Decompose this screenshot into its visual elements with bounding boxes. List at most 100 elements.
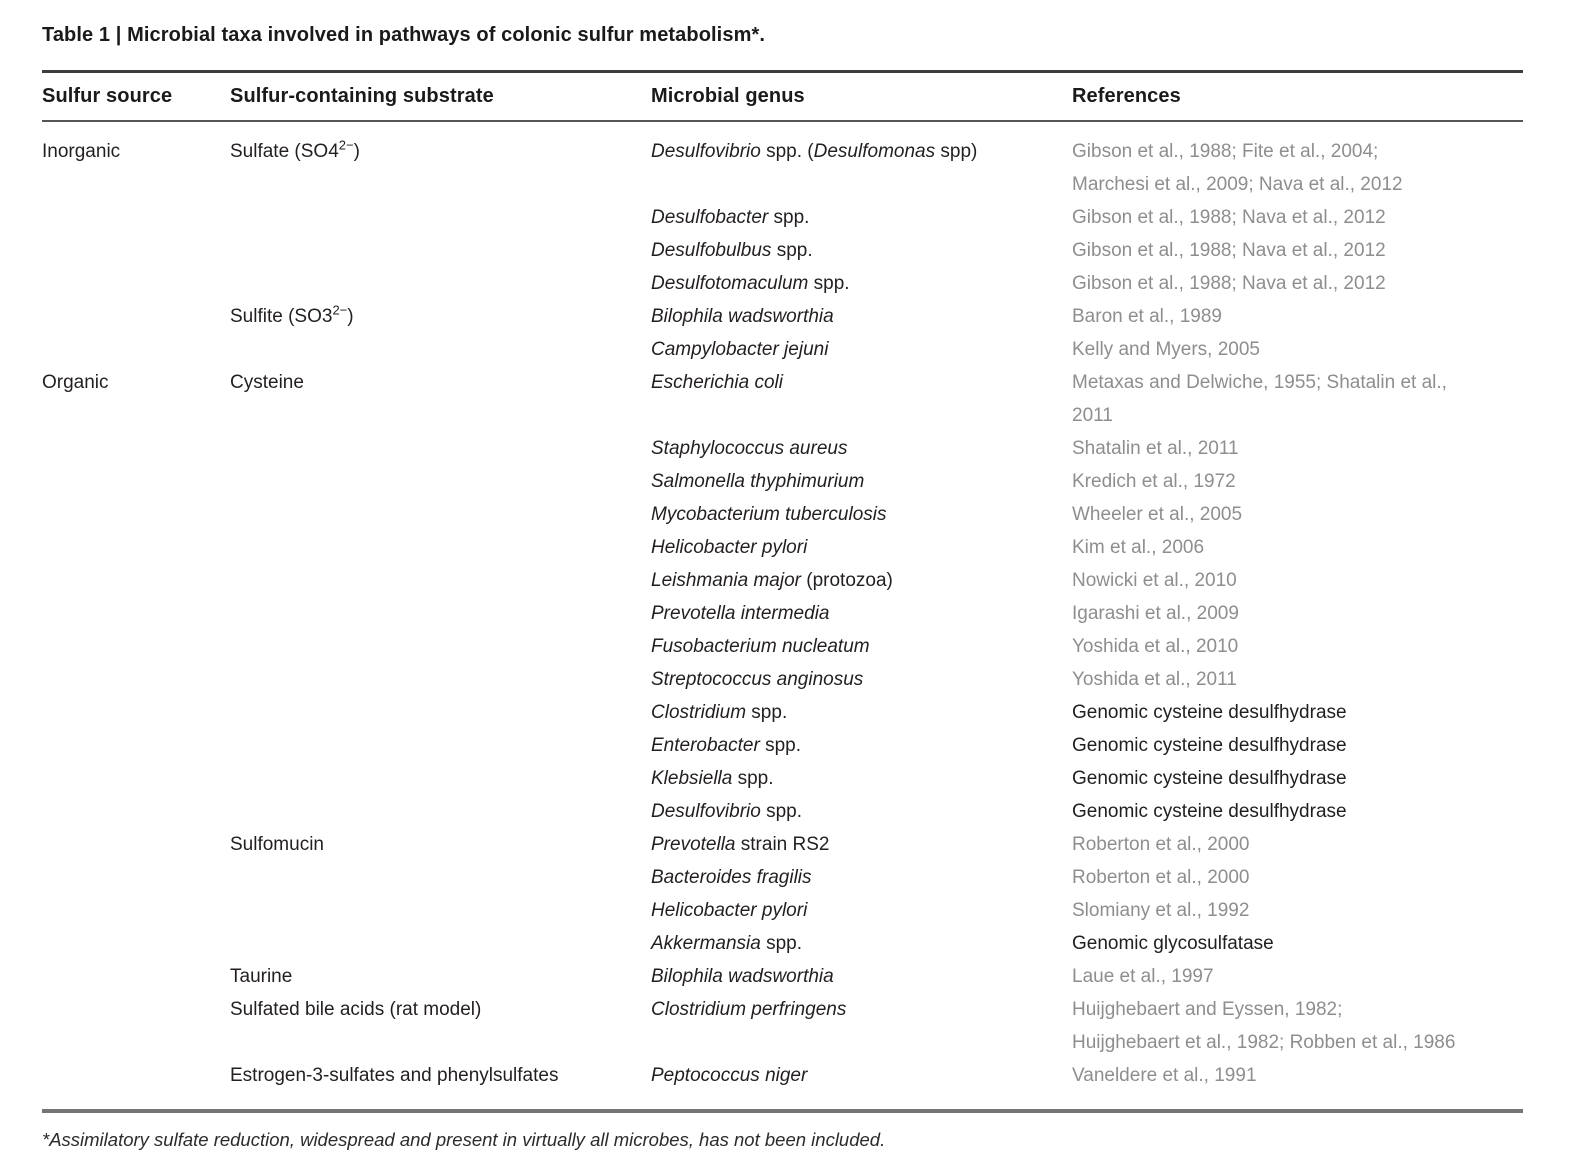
text-segment: spp. xyxy=(760,801,803,822)
substrate-cell: Sulfated bile acids (rat model) xyxy=(230,993,651,1026)
reference-cell: Genomic cysteine desulfhydrase xyxy=(1072,801,1347,822)
top-rule xyxy=(42,70,1523,73)
table-row: Enterobacter spp. Genomic cysteine desul… xyxy=(42,729,1523,762)
microbial-genus-cell: Leishmania major (protozoa) xyxy=(651,564,1072,597)
text-segment: spp. xyxy=(732,768,774,789)
text-segment: Sulfomucin xyxy=(230,834,324,855)
microbial-genus-cell: Helicobacter pylori xyxy=(651,894,1072,927)
table-row: Inorganic Sulfate (SO42−) Desulfovibrio … xyxy=(42,135,1523,201)
microbial-genus-cell: Prevotella strain RS2 xyxy=(651,828,1072,861)
table-row: Helicobacter pylori Slomiany et al., 199… xyxy=(42,894,1523,927)
table-row: Sulfite (SO32−) Bilophila wadsworthia Ba… xyxy=(42,300,1523,333)
reference-cell: Shatalin et al., 2011 xyxy=(1072,438,1239,459)
microbial-genus-cell: Bilophila wadsworthia xyxy=(651,960,1072,993)
microbial-genus-cell: Escherichia coli xyxy=(651,366,1072,399)
microbial-genus-cell: Desulfobulbus spp. xyxy=(651,234,1072,267)
microbial-genus-cell: Desulfovibrio spp. (Desulfomonas spp) xyxy=(651,135,1072,168)
italic-text-segment: Klebsiella xyxy=(651,768,733,789)
reference-cell: Baron et al., 1989 xyxy=(1072,306,1222,327)
microbial-genus-cell: Enterobacter spp. xyxy=(651,729,1072,762)
reference-cell: Vaneldere et al., 1991 xyxy=(1072,1065,1257,1086)
italic-text-segment: Bilophila wadsworthia xyxy=(651,306,834,327)
microbial-genus-cell: Mycobacterium tuberculosis xyxy=(651,498,1072,531)
text-segment: spp. xyxy=(759,735,801,756)
table-row: Estrogen-3-sulfates and phenylsulfates P… xyxy=(42,1059,1523,1092)
reference-cell: Genomic cysteine desulfhydrase xyxy=(1072,768,1347,789)
text-segment: spp. xyxy=(760,933,803,954)
reference-cell: Nowicki et al., 2010 xyxy=(1072,570,1237,591)
microbial-genus-cell: Desulfobacter spp. xyxy=(651,201,1072,234)
column-header-substrate: Sulfur-containing substrate xyxy=(230,85,494,107)
reference-cell: Laue et al., 1997 xyxy=(1072,966,1214,987)
reference-cell: Gibson et al., 1988; Nava et al., 2012 xyxy=(1072,240,1386,261)
substrate-cell: Sulfate (SO42−) xyxy=(230,135,651,168)
microbial-genus-cell: Bacteroides fragilis xyxy=(651,861,1072,894)
microbial-genus-cell: Campylobacter jejuni xyxy=(651,333,1072,366)
column-header-references: References xyxy=(1072,85,1181,107)
table-row: Desulfotomaculum spp. Gibson et al., 198… xyxy=(42,267,1523,300)
table-row: Campylobacter jejuni Kelly and Myers, 20… xyxy=(42,333,1523,366)
substrate-cell: Estrogen-3-sulfates and phenylsulfates xyxy=(230,1059,651,1092)
text-segment: spp. ( xyxy=(760,141,814,162)
sulfur-source-cell: Inorganic xyxy=(42,141,121,162)
microbial-genus-cell: Clostridium spp. xyxy=(651,696,1072,729)
superscript-segment: 2− xyxy=(332,302,348,318)
italic-text-segment: Streptococcus anginosus xyxy=(651,669,864,690)
reference-cell: Roberton et al., 2000 xyxy=(1072,834,1250,855)
table-row: Organic Cysteine Escherichia coli Metaxa… xyxy=(42,366,1523,432)
table-row: Salmonella thyphimurium Kredich et al., … xyxy=(42,465,1523,498)
reference-cell: Gibson et al., 1988; Nava et al., 2012 xyxy=(1072,273,1386,294)
reference-cell: Yoshida et al., 2010 xyxy=(1072,636,1239,657)
italic-text-segment: Desulfobulbus xyxy=(651,240,772,261)
column-header-microbial-genus: Microbial genus xyxy=(651,85,805,107)
italic-text-segment: Bilophila wadsworthia xyxy=(651,966,834,987)
reference-cell: Kim et al., 2006 xyxy=(1072,537,1205,558)
table-row: Akkermansia spp. Genomic glycosulfatase xyxy=(42,927,1523,960)
text-segment: spp. xyxy=(768,207,810,228)
italic-text-segment: Campylobacter jejuni xyxy=(651,339,829,360)
italic-text-segment: Desulfovibrio xyxy=(651,801,761,822)
text-segment: ) xyxy=(353,141,360,162)
text-segment: (protozoa) xyxy=(800,570,893,591)
table-row: Streptococcus anginosus Yoshida et al., … xyxy=(42,663,1523,696)
italic-text-segment: Leishmania major xyxy=(651,570,801,591)
text-segment: spp. xyxy=(808,273,850,294)
text-segment: Sulfite (SO3 xyxy=(230,306,333,327)
text-segment: strain RS2 xyxy=(735,834,830,855)
microbial-genus-cell: Peptococcus niger xyxy=(651,1059,1072,1092)
text-segment: spp. xyxy=(771,240,813,261)
reference-cell: Kredich et al., 1972 xyxy=(1072,471,1236,492)
italic-text-segment: Salmonella thyphimurium xyxy=(651,471,865,492)
italic-text-segment: Escherichia coli xyxy=(651,372,783,393)
text-segment: Sulfate (SO4 xyxy=(230,141,339,162)
reference-cell: Genomic cysteine desulfhydrase xyxy=(1072,702,1347,723)
text-segment: Estrogen-3-sulfates and phenylsulfates xyxy=(230,1065,559,1086)
text-segment: Taurine xyxy=(230,966,293,987)
table-row: Fusobacterium nucleatum Yoshida et al., … xyxy=(42,630,1523,663)
reference-cell: Kelly and Myers, 2005 xyxy=(1072,339,1260,360)
table-row: Mycobacterium tuberculosis Wheeler et al… xyxy=(42,498,1523,531)
microbial-genus-cell: Klebsiella spp. xyxy=(651,762,1072,795)
italic-text-segment: Helicobacter pylori xyxy=(651,537,808,558)
italic-text-segment: Enterobacter xyxy=(651,735,760,756)
italic-text-segment: Peptococcus niger xyxy=(651,1065,808,1086)
italic-text-segment: Desulfomonas xyxy=(813,141,936,162)
italic-text-segment: Clostridium xyxy=(651,702,747,723)
table-row: Sulfated bile acids (rat model) Clostrid… xyxy=(42,993,1523,1059)
italic-text-segment: Fusobacterium nucleatum xyxy=(651,636,870,657)
reference-cell: Gibson et al., 1988; Nava et al., 2012 xyxy=(1072,207,1386,228)
reference-cell: Gibson et al., 1988; Fite et al., 2004; … xyxy=(1072,141,1403,195)
italic-text-segment: Clostridium perfringens xyxy=(651,999,847,1020)
reference-cell: Genomic glycosulfatase xyxy=(1072,933,1274,954)
table-row: Clostridium spp. Genomic cysteine desulf… xyxy=(42,696,1523,729)
italic-text-segment: Bacteroides fragilis xyxy=(651,867,812,888)
table-row: Desulfobulbus spp. Gibson et al., 1988; … xyxy=(42,234,1523,267)
reference-cell: Wheeler et al., 2005 xyxy=(1072,504,1243,525)
table-body: Inorganic Sulfate (SO42−) Desulfovibrio … xyxy=(42,122,1523,1109)
italic-text-segment: Prevotella xyxy=(651,834,736,855)
italic-text-segment: Staphylococcus aureus xyxy=(651,438,848,459)
table-footnote: *Assimilatory sulfate reduction, widespr… xyxy=(42,1129,886,1150)
text-segment: Cysteine xyxy=(230,372,304,393)
microbial-genus-cell: Helicobacter pylori xyxy=(651,531,1072,564)
table-row: Bacteroides fragilis Roberton et al., 20… xyxy=(42,861,1523,894)
